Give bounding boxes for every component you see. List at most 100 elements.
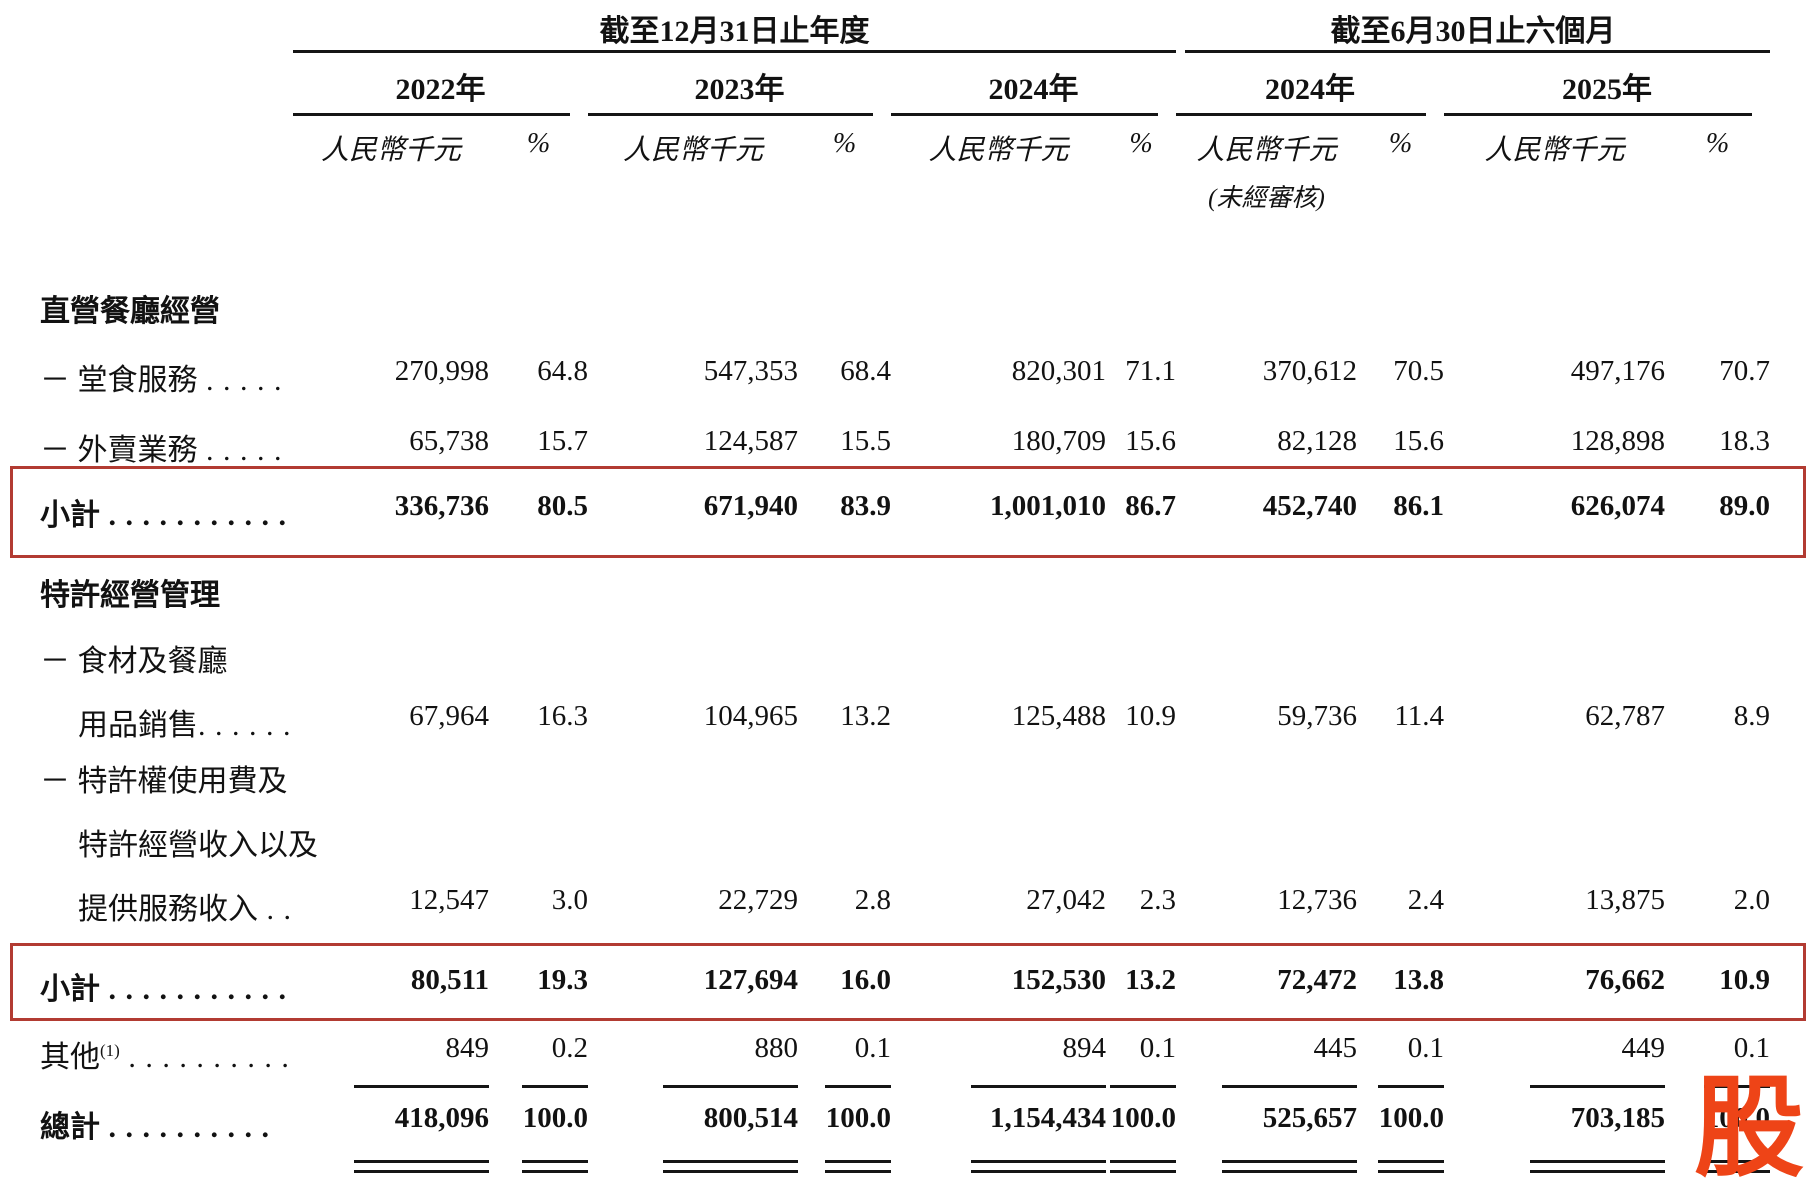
value-cell: 76,662 <box>1585 964 1665 996</box>
period-group-title-annual: 截至12月31日止年度 <box>599 15 870 48</box>
value-cell: 80,511 <box>410 964 489 996</box>
value-cell: 671,940 <box>703 490 798 522</box>
subtotal-highlight-box-2 <box>10 943 1806 1021</box>
dot-leader: . . . . . . . . . . <box>119 1041 290 1074</box>
value-cell: 15.6 <box>1125 425 1176 457</box>
value-cell: 497,176 <box>1570 355 1665 387</box>
double-rule-segment <box>825 1160 891 1173</box>
single-rule-segment <box>1110 1085 1176 1088</box>
unit-header-2023: 人民幣千元 <box>622 135 763 166</box>
year-rule-2022 <box>293 113 570 116</box>
value-cell: 100.0 <box>825 1102 891 1134</box>
year-header-2024-interim: 2024年 <box>1265 73 1355 106</box>
row-label: 提供服務收入 . . <box>40 884 378 928</box>
value-cell: 11.4 <box>1394 700 1444 732</box>
value-cell: 820,301 <box>1011 355 1106 387</box>
table-row-section-4: 特許經營管理 <box>0 570 1819 614</box>
single-rule-segment <box>825 1085 891 1088</box>
value-cell: 449 <box>1621 1032 1666 1064</box>
row-label-text: 小計 <box>40 499 100 532</box>
value-cell: 13.8 <box>1393 964 1444 996</box>
double-rule-segment <box>971 1160 1106 1173</box>
value-cell: 12,547 <box>409 884 489 916</box>
value-cell: 15.5 <box>840 425 891 457</box>
double-rule-segment <box>522 1160 588 1173</box>
value-cell: 104,965 <box>703 700 798 732</box>
dot-leader: . . . . . . . . . . . <box>100 499 287 532</box>
year-rule-2023 <box>588 113 873 116</box>
value-cell: 27,042 <box>1026 884 1106 916</box>
dot-leader: . . . . . . <box>198 709 292 742</box>
value-cell: 86.7 <box>1125 490 1176 522</box>
row-label: 小計 . . . . . . . . . . . <box>40 964 340 1008</box>
value-cell: 59,736 <box>1277 700 1357 732</box>
single-rule-segment <box>663 1085 798 1088</box>
value-cell: 89.0 <box>1719 490 1770 522</box>
value-cell: 72,472 <box>1277 964 1357 996</box>
row-label: － 特許權使用費及 <box>40 756 340 800</box>
subtotal-highlight-box-1 <box>10 466 1806 558</box>
value-cell: 100.0 <box>1704 1102 1770 1134</box>
table-row-subtotal-3: 小計 . . . . . . . . . . . 336,736 80.5 671,9… <box>0 490 1819 534</box>
value-cell: 64.8 <box>537 355 588 387</box>
dot-leader: . . . . . <box>197 364 283 397</box>
value-cell: 336,736 <box>394 490 489 522</box>
double-rule-segment <box>354 1160 489 1173</box>
value-cell: 83.9 <box>840 490 891 522</box>
row-label-text: 提供服務收入 <box>78 893 258 926</box>
table-row-data-11: 其他(1) . . . . . . . . . . 849 0.2 880 0.1 894… <box>0 1032 1819 1076</box>
value-cell: 12,736 <box>1277 884 1357 916</box>
single-rule-segment <box>971 1085 1106 1088</box>
value-cell: 67,964 <box>409 700 489 732</box>
value-cell: 445 <box>1313 1032 1358 1064</box>
row-label-text: 總計 <box>40 1111 100 1144</box>
value-cell: 180,709 <box>1011 425 1106 457</box>
unit-header-2024-interim: 人民幣千元 <box>1196 135 1337 166</box>
row-label-text: 其他 <box>40 1041 100 1074</box>
dot-leader: . . . . . . . . . . . <box>100 973 287 1006</box>
double-rule-segment <box>1530 1160 1665 1173</box>
value-cell: 128,898 <box>1570 425 1665 457</box>
year-rule-2024-interim <box>1176 113 1426 116</box>
row-label-text: － 食材及餐廳 <box>40 645 228 678</box>
double-rule-segment <box>1110 1160 1176 1173</box>
value-cell: 127,694 <box>703 964 798 996</box>
year-rule-2024 <box>891 113 1158 116</box>
table-row-cont-8: 特許經營收入以及 <box>0 820 1819 864</box>
value-cell: 0.1 <box>1733 1032 1770 1064</box>
unaudited-note: (未經審核) <box>1208 185 1325 212</box>
value-cell: 2.8 <box>854 884 891 916</box>
value-cell: 0.2 <box>551 1032 588 1064</box>
value-cell: 16.3 <box>537 700 588 732</box>
value-cell: 880 <box>754 1032 799 1064</box>
table-row-data-2: － 外賣業務 . . . . . 65,738 15.7 124,587 15.5 180… <box>0 425 1819 469</box>
value-cell: 19.3 <box>537 964 588 996</box>
value-cell: 125,488 <box>1011 700 1106 732</box>
value-cell: 8.9 <box>1733 700 1770 732</box>
value-cell: 1,001,010 <box>990 490 1106 522</box>
footnote-sup: (1) <box>100 1041 120 1060</box>
value-cell: 68.4 <box>840 355 891 387</box>
value-cell: 10.9 <box>1719 964 1770 996</box>
value-cell: 1,154,434 <box>990 1102 1106 1134</box>
value-cell: 13,875 <box>1585 884 1665 916</box>
year-header-2022: 2022年 <box>395 73 486 106</box>
value-cell: 22,729 <box>718 884 798 916</box>
value-cell: 124,587 <box>703 425 798 457</box>
row-label-text: 小計 <box>40 973 100 1006</box>
row-label: 特許經營收入以及 <box>40 820 378 864</box>
row-label: 用品銷售. . . . . . <box>40 700 378 744</box>
table-row-cont-5: － 食材及餐廳 <box>0 636 1819 680</box>
double-rule-segment <box>663 1160 798 1173</box>
row-label-text: 直營餐廳經營 <box>40 295 220 328</box>
value-cell: 15.6 <box>1393 425 1444 457</box>
annual-group-rule <box>293 50 1176 53</box>
value-cell: 100.0 <box>522 1102 588 1134</box>
single-rule-segment <box>522 1085 588 1088</box>
value-cell: 452,740 <box>1262 490 1357 522</box>
value-cell: 100.0 <box>1110 1102 1176 1134</box>
row-label: 特許經營管理 <box>40 570 340 614</box>
table-row-total-12: 總計 . . . . . . . . . . 418,096 100.0 800,51… <box>0 1102 1819 1146</box>
value-cell: 13.2 <box>1125 964 1176 996</box>
